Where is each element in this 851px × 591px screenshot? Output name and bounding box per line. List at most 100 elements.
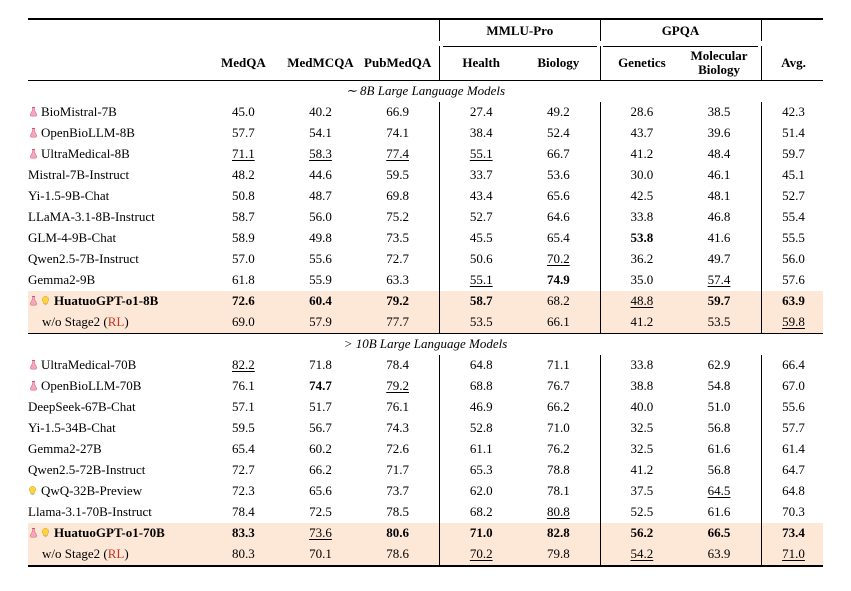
flask-icon [28, 527, 39, 539]
column-separator [436, 523, 442, 544]
value-cell: 52.7 [443, 207, 520, 228]
value-cell: 65.6 [520, 186, 597, 207]
value-cell: 68.2 [443, 502, 520, 523]
table-row: DeepSeek-67B-Chat57.151.776.146.966.240.… [28, 397, 823, 418]
value-cell: 33.8 [603, 207, 680, 228]
model-name-cell: UltraMedical-8B [28, 144, 205, 165]
column-separator [758, 439, 764, 460]
flask-icon [28, 148, 39, 160]
value-cell: 76.7 [520, 376, 597, 397]
value-cell: 57.0 [205, 249, 282, 270]
value-cell: 46.9 [443, 397, 520, 418]
value-cell: 38.4 [443, 123, 520, 144]
model-name-cell: Mistral-7B-Instruct [28, 165, 205, 186]
value-cell: 69.0 [205, 312, 282, 333]
column-separator [436, 397, 442, 418]
column-separator [758, 355, 764, 376]
table-row: w/o Stage2 (RL)80.370.178.670.279.854.26… [28, 544, 823, 565]
value-cell: 72.7 [359, 249, 436, 270]
value-cell: 61.6 [680, 439, 757, 460]
value-cell: 48.2 [205, 165, 282, 186]
table-row: OpenBioLLM-8B57.754.174.138.452.443.739.… [28, 123, 823, 144]
value-cell: 51.4 [764, 123, 823, 144]
value-cell: 66.2 [520, 397, 597, 418]
value-cell: 42.3 [764, 102, 823, 123]
value-cell: 35.0 [603, 270, 680, 291]
value-cell: 64.8 [443, 355, 520, 376]
column-separator [436, 502, 442, 523]
value-cell: 62.0 [443, 481, 520, 502]
value-cell: 70.3 [764, 502, 823, 523]
column-separator [436, 165, 442, 186]
model-name-cell: w/o Stage2 (RL) [28, 544, 205, 565]
column-separator [597, 102, 603, 123]
value-cell: 37.5 [603, 481, 680, 502]
column-separator [436, 460, 442, 481]
value-cell: 54.1 [282, 123, 359, 144]
column-separator [597, 270, 603, 291]
value-cell: 45.1 [764, 165, 823, 186]
value-cell: 51.7 [282, 397, 359, 418]
header-genetics: Genetics [603, 46, 680, 80]
value-cell: 57.4 [680, 270, 757, 291]
value-cell: 77.7 [359, 312, 436, 333]
value-cell: 71.8 [282, 355, 359, 376]
header-row-1: MMLU-Pro GPQA [28, 20, 823, 41]
model-name-cell: HuatuoGPT-o1-8B [28, 291, 205, 312]
value-cell: 71.0 [764, 544, 823, 565]
model-name-cell: LLaMA-3.1-8B-Instruct [28, 207, 205, 228]
value-cell: 58.7 [205, 207, 282, 228]
benchmark-table-container: MMLU-Pro GPQA MedQA MedMCQA PubMedQA Hea… [0, 0, 851, 591]
value-cell: 63.9 [680, 544, 757, 565]
table-row: QwQ-32B-Preview72.365.673.762.078.137.56… [28, 481, 823, 502]
bulb-icon [40, 527, 51, 539]
column-separator [758, 228, 764, 249]
value-cell: 50.6 [443, 249, 520, 270]
value-cell: 66.7 [520, 144, 597, 165]
column-separator [436, 228, 442, 249]
table-row: UltraMedical-8B71.158.377.455.166.741.24… [28, 144, 823, 165]
column-separator [597, 460, 603, 481]
value-cell: 63.3 [359, 270, 436, 291]
value-cell: 61.6 [680, 502, 757, 523]
value-cell: 78.6 [359, 544, 436, 565]
value-cell: 79.2 [359, 376, 436, 397]
value-cell: 50.8 [205, 186, 282, 207]
column-separator [758, 102, 764, 123]
value-cell: 73.4 [764, 523, 823, 544]
column-separator [758, 312, 764, 333]
value-cell: 49.7 [680, 249, 757, 270]
value-cell: 80.3 [205, 544, 282, 565]
table-row: Qwen2.5-7B-Instruct57.055.672.750.670.23… [28, 249, 823, 270]
table-row: HuatuoGPT-o1-8B72.660.479.258.768.248.85… [28, 291, 823, 312]
value-cell: 76.1 [205, 376, 282, 397]
column-separator [436, 270, 442, 291]
model-name-cell: w/o Stage2 (RL) [28, 312, 205, 333]
value-cell: 59.7 [680, 291, 757, 312]
value-cell: 72.5 [282, 502, 359, 523]
model-name-cell: Yi-1.5-9B-Chat [28, 186, 205, 207]
value-cell: 65.4 [520, 228, 597, 249]
value-cell: 68.8 [443, 376, 520, 397]
value-cell: 44.6 [282, 165, 359, 186]
value-cell: 43.4 [443, 186, 520, 207]
model-name-cell: BioMistral-7B [28, 102, 205, 123]
model-name-cell: OpenBioLLM-70B [28, 376, 205, 397]
model-name-cell: HuatuoGPT-o1-70B [28, 523, 205, 544]
flask-icon [28, 380, 39, 392]
model-name-cell: Qwen2.5-72B-Instruct [28, 460, 205, 481]
value-cell: 58.3 [282, 144, 359, 165]
value-cell: 33.7 [443, 165, 520, 186]
value-cell: 68.2 [520, 291, 597, 312]
header-row-2: MedQA MedMCQA PubMedQA Health Biology Ge… [28, 46, 823, 80]
column-separator [758, 186, 764, 207]
value-cell: 40.2 [282, 102, 359, 123]
table-row: w/o Stage2 (RL)69.057.977.753.566.141.25… [28, 312, 823, 333]
value-cell: 69.8 [359, 186, 436, 207]
value-cell: 80.6 [359, 523, 436, 544]
column-separator [758, 270, 764, 291]
value-cell: 78.4 [359, 355, 436, 376]
benchmark-table: MMLU-Pro GPQA MedQA MedMCQA PubMedQA Hea… [28, 18, 823, 567]
column-separator [436, 481, 442, 502]
value-cell: 67.0 [764, 376, 823, 397]
